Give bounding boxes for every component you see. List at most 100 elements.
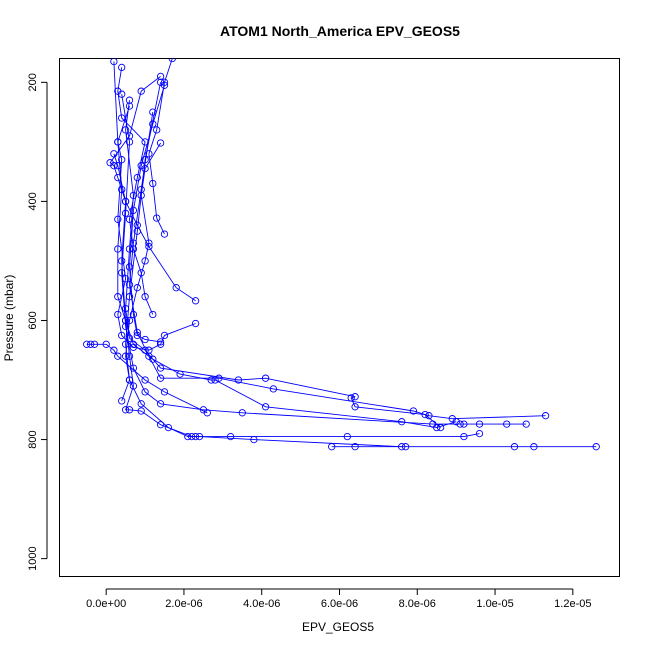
data-point	[168, 58, 176, 63]
series-line	[117, 105, 457, 429]
data-point	[114, 310, 122, 319]
data-point	[215, 374, 223, 382]
data-point	[160, 388, 169, 396]
series-profile-13	[118, 139, 165, 405]
data-point	[530, 443, 538, 451]
data-point	[129, 206, 138, 214]
data-point	[351, 403, 359, 411]
series-line	[109, 76, 196, 302]
data-point	[118, 156, 126, 164]
data-point	[433, 423, 441, 432]
x-tick-label: 6.0e-06	[321, 598, 358, 610]
data-point	[156, 374, 165, 382]
series-line	[121, 142, 161, 402]
data-point	[118, 185, 126, 194]
data-point	[121, 352, 130, 360]
data-point	[141, 335, 149, 344]
data-point	[149, 310, 157, 319]
data-point	[133, 331, 141, 340]
series-profile-2	[121, 78, 406, 451]
data-point	[164, 423, 173, 432]
data-point	[125, 132, 134, 140]
data-point	[425, 412, 433, 420]
series-line	[117, 67, 154, 315]
y-axis-label: Pressure (mbar)	[2, 275, 16, 362]
data-point	[156, 338, 165, 346]
data-point	[125, 376, 134, 384]
series-profile-5	[110, 150, 484, 441]
data-point	[475, 420, 484, 428]
data-point	[176, 370, 184, 378]
series-profile-3	[125, 108, 550, 423]
data-point	[141, 293, 149, 301]
data-point	[503, 420, 511, 428]
data-point	[121, 126, 130, 134]
data-point	[269, 385, 278, 393]
data-point	[351, 443, 359, 451]
x-tick-label: 8.0e-06	[399, 598, 436, 610]
data-point	[421, 410, 429, 419]
data-point	[156, 364, 165, 372]
y-tick-label: 400	[27, 192, 39, 210]
series-profile-12	[114, 63, 157, 319]
data-point	[114, 173, 122, 182]
data-point	[191, 432, 200, 441]
data-point	[129, 382, 138, 390]
data-point	[137, 191, 145, 200]
data-point	[125, 281, 134, 289]
data-point	[156, 139, 165, 147]
data-point	[398, 418, 406, 426]
data-point	[133, 284, 141, 292]
y-tick-label: 600	[27, 311, 39, 329]
series-line	[113, 153, 480, 438]
series-profile-1	[328, 443, 600, 451]
data-point	[114, 293, 122, 301]
y-tick-label: 800	[27, 430, 39, 448]
data-point	[452, 418, 460, 426]
data-point	[156, 400, 165, 408]
data-point	[133, 173, 141, 182]
data-point	[118, 63, 126, 72]
data-point	[522, 420, 530, 428]
data-point	[343, 432, 351, 441]
series-profile-14	[125, 81, 169, 346]
data-point	[129, 364, 138, 372]
series-line	[125, 82, 402, 448]
data-point	[125, 102, 134, 110]
data-point	[191, 319, 200, 328]
data-point	[125, 263, 134, 271]
data-point	[137, 162, 145, 170]
data-point	[137, 400, 145, 408]
data-point	[121, 304, 130, 313]
series-profile-7	[114, 102, 460, 432]
data-point	[118, 257, 126, 265]
series-profile-9	[106, 72, 200, 305]
data-point	[129, 343, 138, 351]
data-point	[118, 331, 126, 340]
x-tick-label: 2.0e-06	[165, 598, 202, 610]
data-point	[398, 443, 406, 451]
data-point	[137, 87, 145, 95]
data-point	[137, 407, 145, 415]
data-point	[207, 376, 215, 384]
data-point	[226, 432, 235, 441]
x-axis-label: EPV_GEOS5	[302, 620, 374, 634]
series-line	[129, 112, 546, 420]
series-group	[83, 58, 600, 451]
data-point	[121, 406, 130, 414]
y-tick-label: 1000	[27, 546, 39, 570]
data-point	[133, 221, 141, 229]
data-point	[191, 297, 200, 305]
data-point	[86, 340, 95, 348]
data-point	[145, 150, 153, 158]
data-point	[401, 443, 410, 451]
series-profile-6	[121, 96, 445, 432]
data-point	[347, 394, 355, 402]
series-profile-8	[83, 340, 211, 417]
data-point	[102, 340, 110, 348]
data-point	[114, 215, 122, 223]
series-profile-10	[110, 58, 200, 354]
data-point	[121, 197, 130, 206]
data-point	[118, 114, 126, 122]
